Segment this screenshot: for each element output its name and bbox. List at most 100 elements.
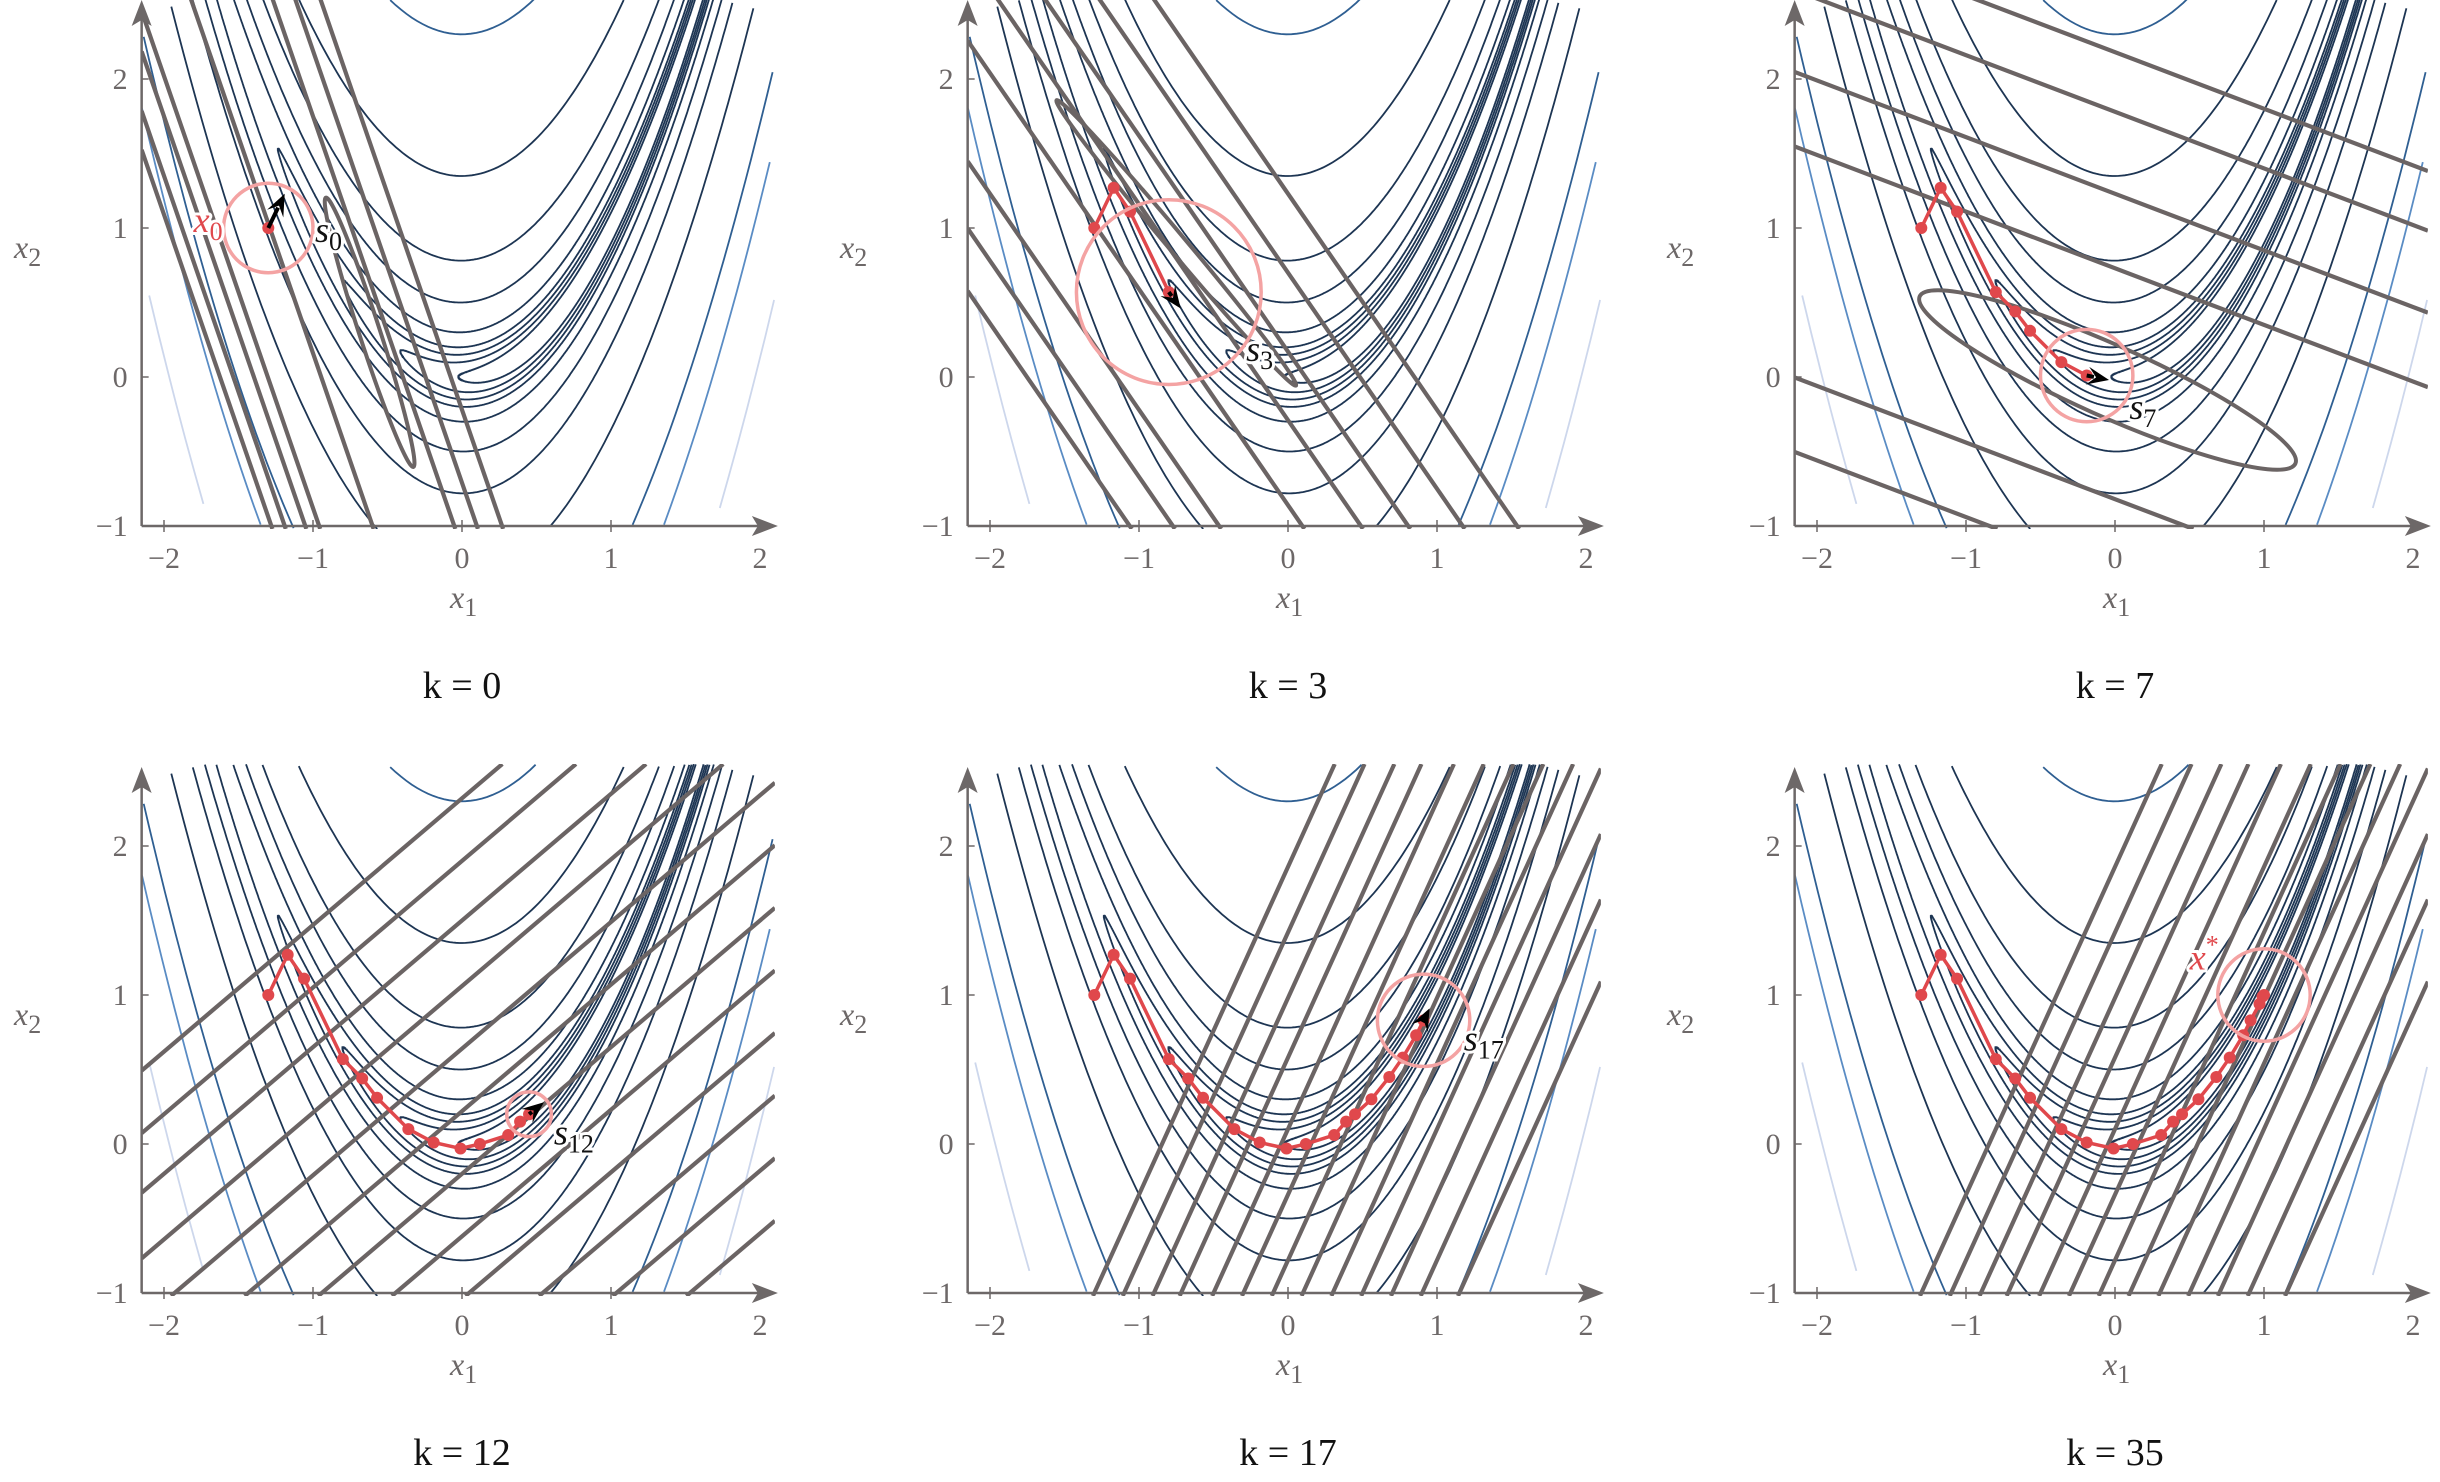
trust-region-circle [221, 181, 315, 275]
iterate-point [1228, 1123, 1241, 1136]
function-contour-line [1225, 764, 1533, 1161]
y-tick-label: 1 [113, 979, 128, 1012]
model-contour-line [1971, 0, 2428, 174]
iterate-point [1989, 286, 2002, 299]
y-axis-label-subscript: 2 [28, 1010, 41, 1039]
iterate-point [1934, 948, 1947, 961]
y-tick-label: 0 [113, 1128, 128, 1161]
iterate-point [402, 1123, 415, 1136]
function-contour-line [1801, 1062, 2428, 1276]
function-contour-line [1868, 764, 2368, 1190]
iterate-point [473, 1138, 486, 1150]
y-axis-label-base: x [13, 229, 28, 265]
function-contour-line [2052, 0, 2359, 394]
iterate-point [1915, 222, 1928, 234]
iterate-point [2080, 1136, 2093, 1149]
y-tick-label: 2 [939, 63, 954, 96]
x-tick-label: 2 [753, 1309, 768, 1342]
function-contour-line [216, 0, 715, 423]
step-arrow-shaft [1167, 290, 1174, 298]
model-contour-line [1814, 0, 2428, 233]
y-axis-arrow-icon [131, 0, 152, 27]
iterate-label-base: x [2189, 938, 2206, 978]
panel-title: k = 17 [1239, 1432, 1336, 1474]
model-contour-line [1097, 0, 1467, 529]
x-tick-label: 2 [1579, 542, 1594, 575]
step-label-subscript: 12 [568, 1129, 594, 1158]
model-contour-line [1389, 833, 1601, 1296]
iterate-point [1934, 181, 1947, 194]
function-contour-line [170, 765, 755, 1296]
step-arrow-shaft [266, 206, 280, 229]
y-axis-arrow-icon [1784, 767, 1805, 794]
panel-title: k = 7 [2076, 665, 2154, 707]
iterate-point [1088, 989, 1101, 1001]
iterate-point [1124, 972, 1137, 985]
step-label-base: s [1246, 329, 1260, 369]
function-contour-line [215, 764, 715, 1190]
function-contour-line [1823, 0, 2408, 529]
step-label: s17 [1464, 1018, 1504, 1064]
iterate-point [1365, 1093, 1378, 1106]
model-contour-line [1329, 764, 1576, 1296]
function-contour-line [1225, 0, 1532, 394]
x-axis-label: x1 [449, 579, 477, 622]
x-tick-label: 0 [2108, 542, 2123, 575]
iterate-point [427, 1136, 440, 1149]
step-label-subscript: 3 [1260, 346, 1273, 375]
x-axis-label: x1 [1275, 1346, 1303, 1389]
iterate-point [2167, 1115, 2180, 1128]
model-contour-line [141, 50, 309, 529]
function-contour-line [1041, 764, 1541, 1190]
model-contour-line [1794, 70, 2428, 315]
x-axis-label-subscript: 1 [1290, 1360, 1303, 1389]
y-axis-label-subscript: 2 [1681, 1010, 1694, 1039]
model-contour-line [141, 10, 323, 529]
model-contour-line [1418, 898, 1601, 1296]
step-arrow-shaft [527, 1110, 534, 1116]
iterate-point [1951, 972, 1964, 985]
y-tick-label: 0 [1766, 361, 1781, 394]
iterate-point [2009, 1072, 2022, 1085]
x-tick-label: 1 [2257, 1309, 2272, 1342]
step-label-base: s [2129, 387, 2143, 427]
iterate-label: x0 [193, 200, 223, 246]
iterate-point [1299, 1138, 1312, 1150]
y-axis-arrow-icon [1784, 0, 1805, 27]
x-axis-arrow-icon [1577, 516, 1604, 536]
model-contour-line [2004, 764, 2251, 1296]
function-contour-line [1030, 0, 1549, 453]
step-arrowhead-icon [1411, 1008, 1430, 1033]
model-contour-line [685, 1219, 775, 1296]
x-tick-label: 1 [604, 1309, 619, 1342]
step-label-base: s [1464, 1018, 1478, 1058]
x-axis-arrow-icon [751, 516, 778, 536]
function-contour-line [399, 764, 707, 1161]
model-contour-line [141, 764, 578, 1135]
function-contour-line [191, 764, 734, 1262]
step-label-subscript: 17 [1478, 1035, 1504, 1064]
x-tick-label: 2 [1579, 1309, 1594, 1342]
model-contour-line [141, 764, 648, 1195]
model-contour-line [1091, 764, 1337, 1296]
function-contour-line [1283, 764, 1531, 1151]
y-tick-label: 1 [939, 979, 954, 1012]
model-contour-line [967, 39, 1307, 529]
model-contour-line [464, 1031, 775, 1296]
model-contour-line [995, 0, 1365, 529]
model-contour-line [141, 149, 275, 529]
model-contour-line [1177, 764, 1424, 1296]
model-contour-line [2245, 898, 2428, 1296]
function-contour-line [142, 0, 774, 529]
function-contour-line [142, 764, 774, 1296]
model-contour-line [1977, 764, 2224, 1296]
function-contour-line [1869, 0, 2368, 423]
iterate-label-base: x [193, 200, 210, 240]
panel-title: k = 0 [423, 665, 501, 707]
model-contour-line [2283, 980, 2428, 1296]
x-axis-arrow-icon [751, 1283, 778, 1303]
function-contour-line [2110, 764, 2358, 1151]
plot-area [141, 0, 775, 529]
x-tick-label: 1 [2257, 542, 2272, 575]
